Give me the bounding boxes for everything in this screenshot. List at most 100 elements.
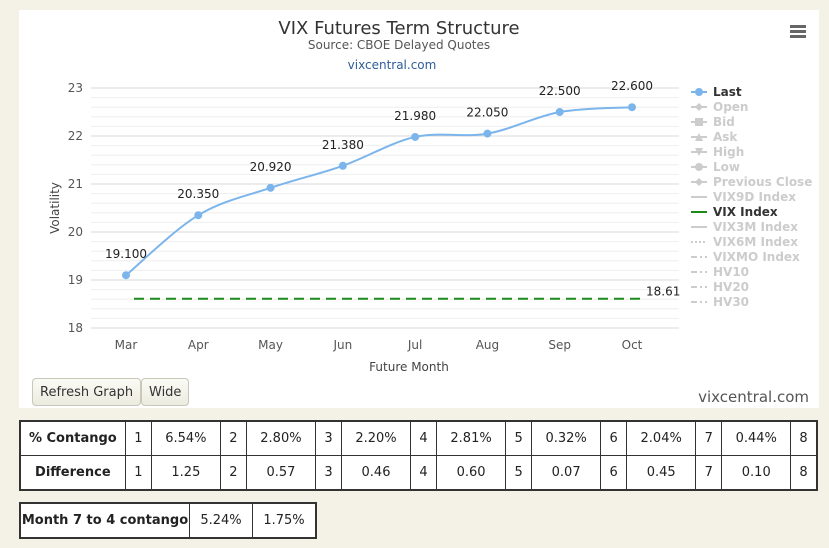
data-point xyxy=(411,132,420,141)
value-cell: 2.04% xyxy=(626,420,697,456)
legend-symbol xyxy=(695,103,703,111)
month-index-cell: 6 xyxy=(599,455,628,491)
value-cell: 0.45 xyxy=(626,455,697,491)
chart-svg: 18 19 20 21 22 23 Mar Apr May Jun Jul Aug Sep Oct VIX … xyxy=(48,18,812,374)
data-point xyxy=(194,211,203,220)
legend-item[interactable]: Open xyxy=(713,100,748,114)
value-cell: 0.07 xyxy=(531,455,601,491)
data-label: 20.350 xyxy=(177,187,219,201)
value-cell: 0.10 xyxy=(721,455,792,491)
vix-index-label: 18.61 xyxy=(646,285,680,299)
legend-symbol xyxy=(695,178,703,186)
table-row: Difference 1 1.25 2 0.57 3 0.46 4 0.60 5 0.07 6 0.45… xyxy=(19,455,818,491)
data-point xyxy=(266,183,275,192)
month-index-cell: 5 xyxy=(504,420,533,456)
data-point xyxy=(555,108,564,116)
row-label: % Contango xyxy=(19,420,126,456)
legend-item[interactable]: Ask xyxy=(713,130,738,144)
x-tick-label: Apr xyxy=(188,338,209,352)
x-tick-label: Aug xyxy=(476,338,499,352)
legend-item[interactable]: VIX3M Index xyxy=(713,220,798,234)
value-cell: 0.32% xyxy=(531,420,601,456)
legend-symbol xyxy=(695,133,703,141)
table-row: Month 7 to 4 contango 5.24% 1.75% xyxy=(19,502,317,539)
month-index-cell: 2 xyxy=(219,455,248,491)
row-label: Difference xyxy=(19,455,126,491)
x-tick-label: May xyxy=(258,338,283,352)
legend-item[interactable]: VIX6M Index xyxy=(713,235,798,249)
legend-item[interactable]: VIXMO Index xyxy=(713,250,800,264)
legend-item[interactable]: Low xyxy=(713,160,740,174)
month-index-cell: 4 xyxy=(409,455,438,491)
menu-icon-bar xyxy=(790,30,806,33)
data-label: 21.380 xyxy=(322,138,364,152)
chart-title: VIX Futures Term Structure xyxy=(278,18,519,39)
value-cell: 0.57 xyxy=(246,455,316,491)
legend-item[interactable]: VIX Index xyxy=(713,205,778,219)
month-index-cell: 3 xyxy=(314,455,343,491)
legend-symbol xyxy=(695,148,703,156)
legend-symbol xyxy=(695,118,703,126)
menu-icon[interactable] xyxy=(790,25,806,38)
y-tick-label: 20 xyxy=(68,225,83,239)
value-cell: 2.80% xyxy=(246,420,316,456)
watermark: vixcentral.com xyxy=(698,388,809,406)
x-tick-label: Sep xyxy=(548,338,571,352)
data-point xyxy=(338,161,347,170)
month-index-cell: 6 xyxy=(599,420,628,456)
x-tick-label: Jul xyxy=(407,338,422,352)
month7-to-4-table: Month 7 to 4 contango 5.24% 1.75% xyxy=(19,502,317,539)
month-index-cell: 5 xyxy=(504,455,533,491)
menu-icon-bar xyxy=(790,35,806,38)
month7-to-4-value: 5.24% xyxy=(189,502,253,539)
month-index-cell: 3 xyxy=(314,420,343,456)
month-index-cell: 2 xyxy=(219,420,248,456)
month-index-cell: 1 xyxy=(124,455,152,491)
data-label: 22.050 xyxy=(466,106,508,120)
data-label: 20.920 xyxy=(250,160,292,174)
legend-item[interactable]: HV10 xyxy=(713,265,749,279)
legend-item[interactable]: VIX9D Index xyxy=(713,190,796,204)
refresh-graph-button[interactable]: Refresh Graph xyxy=(32,378,142,406)
x-tick-label: Oct xyxy=(622,338,643,352)
month-index-cell: 8 xyxy=(790,455,818,491)
chart-subtitle: Source: CBOE Delayed Quotes xyxy=(308,38,490,52)
legend-symbol xyxy=(695,163,703,171)
x-tick-label: Jun xyxy=(332,338,352,352)
legend-symbol xyxy=(695,88,703,96)
month7-to-4-value: 1.75% xyxy=(252,502,317,539)
wide-button[interactable]: Wide xyxy=(141,378,190,406)
data-point xyxy=(483,129,492,138)
legend-item[interactable]: High xyxy=(713,145,744,159)
data-point xyxy=(122,271,130,280)
value-cell: 6.54% xyxy=(150,420,221,456)
month-index-cell: 8 xyxy=(790,420,818,456)
data-label: 22.600 xyxy=(611,79,653,93)
month-index-cell: 7 xyxy=(695,420,723,456)
chart-panel: 18 19 20 21 22 23 Mar Apr May Jun Jul Aug Sep Oct VIX … xyxy=(19,10,819,408)
legend-item[interactable]: Previous Close xyxy=(713,175,812,189)
x-tick-label: Mar xyxy=(115,338,138,352)
value-cell: 2.81% xyxy=(436,420,506,456)
data-label: 22.500 xyxy=(539,84,581,98)
legend-item[interactable]: Bid xyxy=(713,115,735,129)
legend-item[interactable]: Last xyxy=(713,85,742,99)
data-label: 21.980 xyxy=(394,109,436,123)
y-tick-label: 19 xyxy=(68,273,83,287)
credit-link[interactable]: vixcentral.com xyxy=(348,58,437,72)
data-label: 19.100 xyxy=(105,247,147,261)
month-index-cell: 4 xyxy=(409,420,438,456)
menu-icon-bar xyxy=(790,25,806,28)
y-tick-label: 22 xyxy=(68,129,83,143)
value-cell: 2.20% xyxy=(341,420,411,456)
month7-to-4-label: Month 7 to 4 contango xyxy=(19,502,190,539)
y-tick-label: 21 xyxy=(68,177,83,191)
data-point xyxy=(628,103,636,112)
y-axis-label: Volatility xyxy=(48,182,62,234)
month-index-cell: 1 xyxy=(124,420,152,456)
legend-item[interactable]: HV20 xyxy=(713,280,749,294)
value-cell: 0.46 xyxy=(341,455,411,491)
month-index-cell: 7 xyxy=(695,455,723,491)
legend-item[interactable]: HV30 xyxy=(713,295,749,309)
value-cell: 1.25 xyxy=(150,455,221,491)
